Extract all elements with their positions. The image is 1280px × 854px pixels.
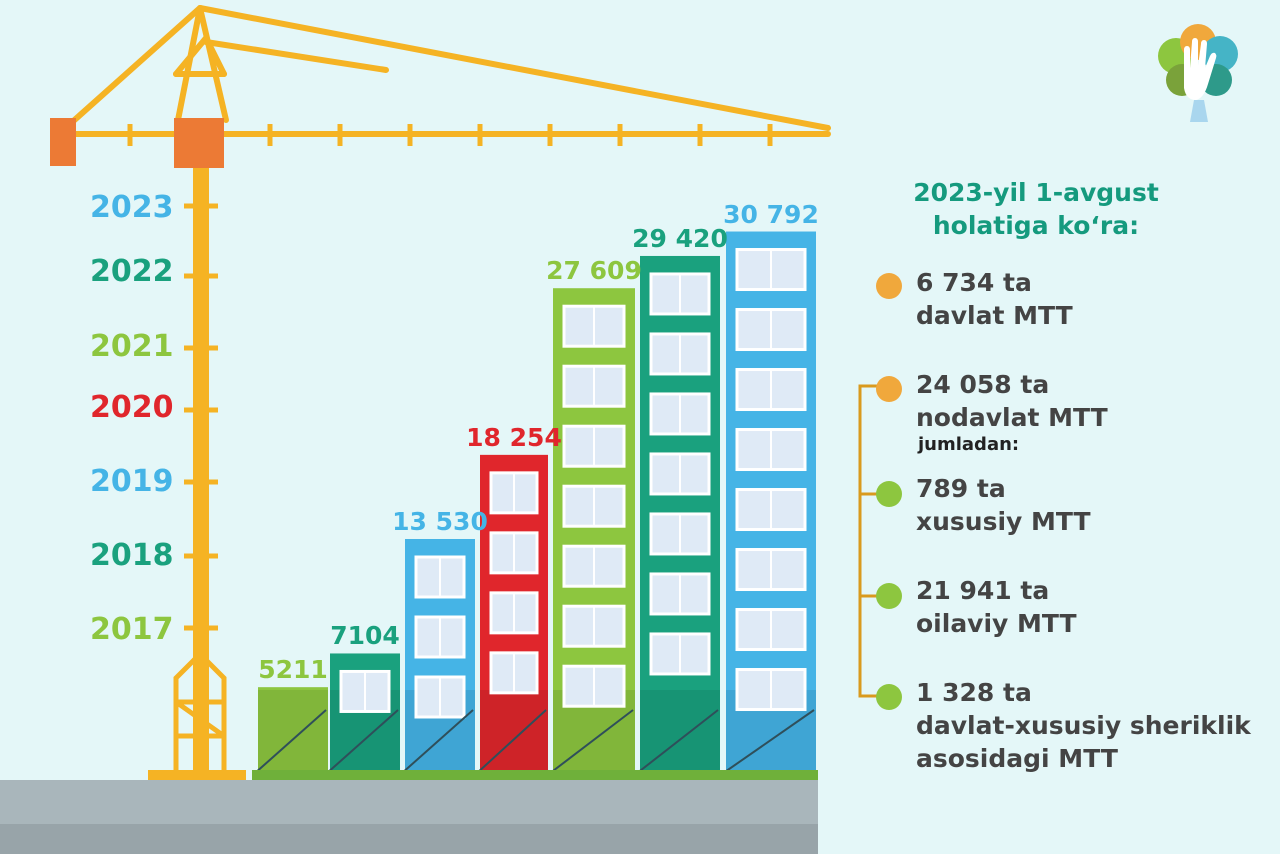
bar-2021 — [548, 288, 635, 780]
bar-value-label-2017: 5211 — [258, 655, 328, 685]
info-title-line1: 2023-yil 1-avgust — [913, 178, 1159, 207]
bar-value-label-2018: 7104 — [330, 621, 400, 651]
stat-nodavlat-label: nodavlat MTT — [916, 403, 1108, 432]
year-label-2017: 2017 — [90, 612, 174, 647]
stat-xususiy-label: xususiy MTT — [916, 507, 1091, 536]
bullet-dot — [876, 481, 902, 507]
subheading-jumladan: jumladan: — [918, 434, 1020, 455]
stat-dxsh-label: davlat-xususiy sheriklik — [916, 711, 1251, 740]
stat-xususiy-count: 789 ta — [916, 474, 1006, 503]
bar-2020 — [475, 454, 548, 780]
bar-value-label-2021: 27 609 — [546, 256, 642, 286]
year-label-2023: 2023 — [90, 190, 174, 225]
year-label-2022: 2022 — [90, 254, 174, 289]
bullet-dot — [876, 684, 902, 710]
ground — [0, 780, 818, 854]
bullet-dot — [876, 376, 902, 402]
stat-davlat: 6 734 ta davlat MTT — [916, 266, 1073, 332]
bar-value-label-2020: 18 254 — [466, 422, 562, 452]
bracket-line — [858, 384, 894, 698]
stat-oilaviy: 21 941 ta oilaviy MTT — [916, 574, 1077, 640]
stat-dxsh: 1 328 ta davlat-xususiy sheriklik asosid… — [916, 676, 1251, 775]
bar-2023 — [721, 231, 816, 780]
stat-xususiy: 789 ta xususiy MTT — [916, 472, 1091, 538]
year-label-2021: 2021 — [90, 329, 174, 364]
bar-2022 — [635, 255, 720, 781]
stat-oilaviy-count: 21 941 ta — [916, 576, 1050, 605]
bullet-dot — [876, 273, 902, 299]
bar-value-label-2022: 29 420 — [632, 223, 728, 253]
bar-value-label-2019: 13 530 — [392, 506, 488, 536]
bar-2017 — [253, 687, 328, 780]
stat-dxsh-count: 1 328 ta — [916, 678, 1032, 707]
stat-nodavlat-count: 24 058 ta — [916, 370, 1050, 399]
stat-oilaviy-label: oilaviy MTT — [916, 609, 1077, 638]
bullet-dot — [876, 583, 902, 609]
bar-value-label-2023: 30 792 — [723, 199, 819, 229]
info-title-line2: holatiga ko‘ra: — [932, 211, 1140, 240]
bar-2019 — [400, 538, 475, 780]
year-label-2020: 2020 — [90, 390, 174, 425]
grass-strip — [252, 770, 818, 780]
bar-2018 — [325, 653, 400, 780]
year-label-2019: 2019 — [90, 464, 174, 499]
stat-davlat-count: 6 734 ta — [916, 268, 1032, 297]
stat-dxsh-label-2: asosidagi MTT — [916, 744, 1118, 773]
stat-nodavlat: 24 058 ta nodavlat MTT — [916, 368, 1108, 434]
info-title: 2023-yil 1-avgust holatiga ko‘ra: — [866, 176, 1206, 242]
year-label-2018: 2018 — [90, 538, 174, 573]
hand-tree-logo-icon — [1158, 24, 1238, 122]
stat-davlat-label: davlat MTT — [916, 301, 1073, 330]
